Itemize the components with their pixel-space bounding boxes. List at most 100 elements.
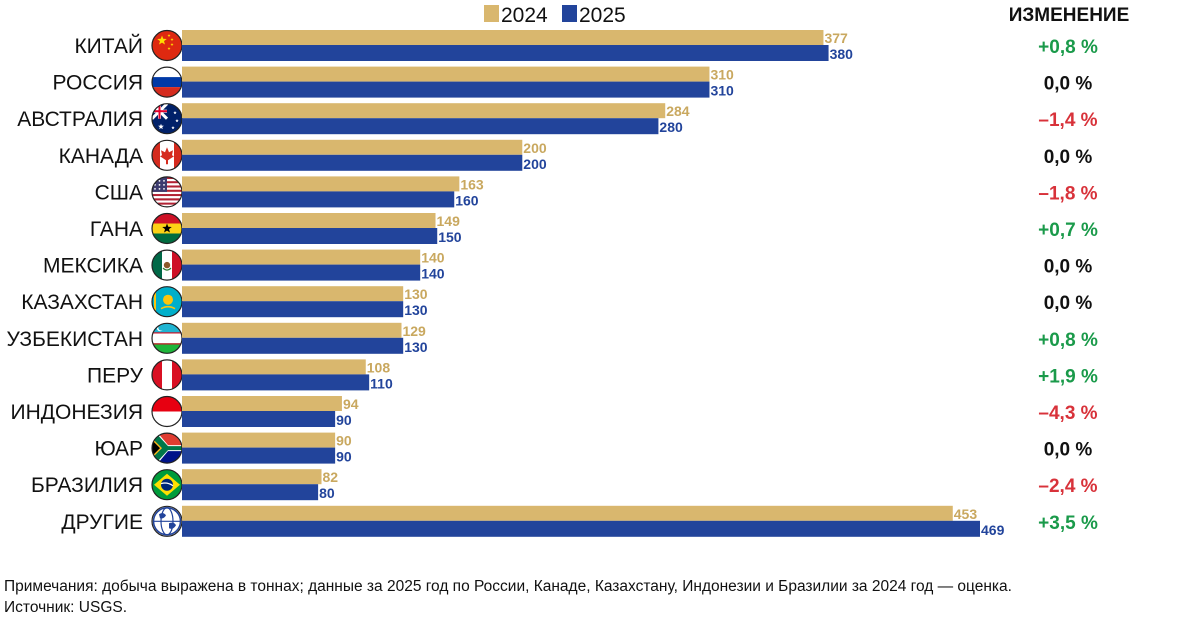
category-label: МЕКСИКА (43, 255, 143, 278)
china-flag-icon (151, 29, 183, 62)
bar-2024 (182, 213, 436, 228)
indonesia-flag-icon (151, 395, 183, 428)
change-value: –2,4 % (1038, 476, 1097, 497)
change-value: +0,7 % (1038, 220, 1098, 241)
bar-2024 (182, 176, 460, 192)
category-label: АВСТРАЛИЯ (17, 108, 143, 131)
bar-2025 (182, 301, 404, 318)
value-label-2025: 150 (438, 229, 462, 245)
value-label-2024: 284 (666, 103, 690, 119)
bar-2025 (182, 228, 438, 244)
value-label-2025: 310 (710, 83, 734, 99)
kazakhstan-flag-icon (151, 286, 183, 318)
bar-2024 (182, 432, 336, 448)
change-value: +1,9 % (1038, 366, 1098, 387)
value-label-2024: 200 (523, 140, 547, 156)
value-label-2025: 110 (370, 375, 393, 391)
canada-flag-icon (151, 139, 183, 171)
category-label: КИТАЙ (74, 34, 143, 58)
bar-2025 (182, 337, 404, 354)
value-label-2025: 130 (404, 339, 428, 355)
category-label: ПЕРУ (87, 364, 144, 387)
change-value: +0,8 % (1038, 37, 1098, 58)
bar-2025 (182, 374, 370, 391)
australia-flag-icon (151, 103, 183, 135)
category-label: США (95, 181, 143, 204)
value-label-2024: 108 (367, 359, 391, 375)
change-value: –1,4 % (1038, 110, 1097, 131)
value-label-2024: 129 (402, 323, 426, 339)
change-value: 0,0 % (1044, 440, 1093, 461)
category-label: ГАНА (90, 218, 143, 241)
usa-flag-icon (151, 176, 183, 208)
change-value: –1,8 % (1038, 183, 1097, 204)
bar-2025 (182, 81, 710, 98)
value-label-2025: 160 (455, 192, 479, 208)
uzbekistan-flag-icon (151, 322, 183, 354)
bar-2024 (182, 66, 710, 82)
value-label-2024: 82 (323, 469, 339, 485)
bar-2025 (182, 191, 455, 208)
change-column-header: ИЗМЕНЕНИЕ (1009, 5, 1130, 26)
category-label: ДРУГИЕ (61, 511, 143, 534)
ghana-flag-icon (151, 212, 183, 245)
value-label-2025: 380 (830, 46, 854, 62)
category-label: РОССИЯ (53, 72, 143, 95)
bar-2025 (182, 520, 980, 537)
value-label-2025: 280 (659, 119, 683, 135)
legend: 2024 2025 (484, 4, 626, 27)
change-value: –4,3 % (1038, 403, 1097, 424)
globe-icon (151, 505, 183, 537)
bar-2024 (182, 286, 404, 302)
south-africa-flag-icon (151, 432, 183, 464)
change-value: 0,0 % (1044, 293, 1093, 314)
bar-2024 (182, 322, 402, 338)
bar-2025 (182, 484, 319, 501)
bar-2024 (182, 359, 366, 375)
notes-line: Примечания: добыча выражена в тоннах; да… (4, 578, 1012, 595)
value-label-2025: 90 (336, 449, 352, 465)
legend-label-2024: 2024 (501, 4, 548, 27)
russia-flag-icon (151, 66, 183, 98)
change-value: +3,5 % (1038, 513, 1098, 534)
value-label-2025: 140 (421, 266, 445, 282)
value-label-2024: 90 (336, 433, 352, 449)
bar-2024 (182, 139, 523, 155)
peru-flag-icon (151, 359, 183, 391)
category-label: КАНАДА (59, 145, 143, 168)
brazil-flag-icon (151, 469, 183, 501)
bar-2025 (182, 118, 659, 135)
bar-2024 (182, 396, 342, 411)
legend-label-2025: 2025 (579, 4, 626, 27)
value-label-2025: 80 (319, 485, 335, 501)
value-label-2024: 377 (824, 30, 848, 46)
change-value: +0,8 % (1038, 330, 1098, 351)
chart-notes: Примечания: добыча выражена в тоннах; да… (4, 576, 1012, 618)
mexico-flag-icon (151, 249, 183, 281)
bar-2024 (182, 469, 322, 485)
value-label-2024: 130 (404, 286, 428, 302)
value-label-2024: 140 (421, 250, 445, 266)
bar-2024 (182, 30, 824, 45)
legend-swatch-2024 (484, 5, 499, 22)
value-label-2025: 469 (981, 522, 1005, 538)
bar-2025 (182, 447, 336, 464)
value-label-2025: 90 (336, 412, 352, 428)
value-label-2025: 130 (404, 302, 428, 318)
value-label-2024: 453 (954, 506, 978, 522)
change-value: 0,0 % (1044, 257, 1093, 278)
change-value: 0,0 % (1044, 74, 1093, 95)
